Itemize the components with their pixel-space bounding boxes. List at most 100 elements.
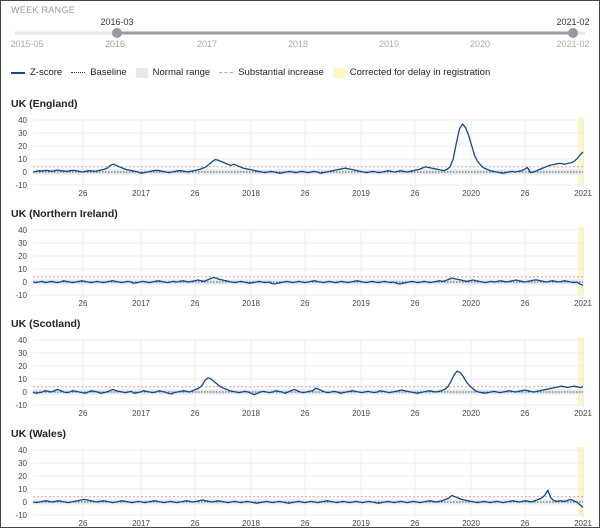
legend-box-swatch	[135, 67, 148, 78]
zscore-line	[32, 276, 584, 286]
corrected-region	[578, 447, 584, 515]
corrected-region	[578, 227, 584, 295]
y-tick-label: 0	[23, 498, 28, 507]
panel-title-northern-ireland: UK (Northern Ireland)	[11, 208, 118, 220]
legend-dotted-swatch	[71, 72, 86, 73]
slider-end-value: 2021-02	[556, 17, 589, 27]
zscore-line	[32, 489, 584, 508]
x-tick-label: 2020	[462, 519, 480, 527]
slider-tick-label: 2020	[470, 39, 490, 49]
chart-legend: Z-score Baseline Normal range Substantia…	[11, 67, 499, 78]
zscore-line	[32, 370, 584, 396]
x-tick-label: 2021	[574, 409, 592, 417]
x-tick-label: 2018	[242, 519, 260, 527]
slider-start-handle[interactable]	[112, 28, 122, 38]
x-tick-label: 2017	[132, 409, 150, 417]
x-tick-label: 2021	[574, 519, 592, 527]
panel-title-england: UK (England)	[11, 98, 78, 110]
x-tick-label: 2019	[352, 299, 370, 307]
y-tick-label: 0	[23, 388, 28, 397]
week-range-label: WEEK RANGE	[11, 5, 76, 15]
slider-tick-label: 2019	[379, 39, 399, 49]
y-tick-label: 10	[18, 265, 27, 274]
x-tick-label: 2020	[462, 189, 480, 197]
y-tick-label: -10	[15, 511, 27, 520]
y-tick-label: 20	[18, 472, 27, 481]
x-tick-label: 26	[191, 299, 200, 307]
y-tick-label: 30	[18, 129, 27, 138]
slider-tick-label: 2018	[288, 39, 308, 49]
y-tick-label: 30	[18, 239, 27, 248]
x-tick-label: 2017	[132, 299, 150, 307]
x-tick-label: 26	[301, 189, 310, 197]
y-tick-label: 30	[18, 459, 27, 468]
panel-title-wales: UK (Wales)	[11, 428, 67, 440]
chart-scotland: -10 0 10 20 30 40 26 2017 26 2018 26 2019 26 2020 26 20…	[15, 336, 592, 417]
x-tick-label: 26	[191, 189, 200, 197]
x-tick-label: 2019	[352, 409, 370, 417]
x-tick-label: 2020	[462, 409, 480, 417]
chart-england: -10 0 10 20 30 40 26 2017 26 2018 26 2019 26 2020 26 20…	[15, 116, 592, 197]
legend-normal-range[interactable]: Normal range	[135, 67, 210, 78]
y-tick-label: 40	[18, 226, 27, 235]
y-tick-label: 40	[18, 446, 27, 455]
y-tick-label: 0	[23, 168, 28, 177]
y-tick-label: 10	[18, 375, 27, 384]
x-tick-label: 2019	[352, 189, 370, 197]
x-tick-label: 26	[301, 409, 310, 417]
week-range-slider[interactable]: 2016-03 2021-02 2015-05 2016 2017 2018 2…	[1, 15, 600, 55]
slider-min-label: 2015-05	[10, 39, 43, 49]
x-tick-label: 26	[521, 519, 530, 527]
legend-line-swatch	[11, 71, 25, 74]
x-tick-label: 26	[79, 299, 88, 307]
x-tick-label: 26	[79, 519, 88, 527]
x-tick-label: 26	[301, 519, 310, 527]
corrected-region	[578, 337, 584, 405]
x-tick-label: 2021	[574, 299, 592, 307]
y-tick-label: 40	[18, 336, 27, 345]
x-tick-label: 26	[521, 409, 530, 417]
x-tick-label: 2018	[242, 299, 260, 307]
legend-highlight-swatch	[332, 67, 345, 78]
x-tick-label: 2019	[352, 519, 370, 527]
x-tick-label: 26	[411, 189, 420, 197]
x-tick-label: 26	[79, 409, 88, 417]
y-tick-label: -10	[15, 181, 27, 190]
corrected-region	[578, 117, 584, 185]
y-tick-label: -10	[15, 291, 27, 300]
x-tick-label: 2018	[242, 409, 260, 417]
x-tick-label: 26	[79, 189, 88, 197]
legend-baseline[interactable]: Baseline	[71, 67, 127, 78]
legend-zscore[interactable]: Z-score	[11, 67, 62, 78]
chart-wales: -10 0 10 20 30 40 26 2017 26 2018 26 2019 26 2020 26 20…	[15, 446, 592, 527]
chart-northern-ireland: -10 0 10 20 30 40 26 2017 26 2018 26 2019 26 2020 26 20…	[15, 226, 592, 307]
slider-end-handle[interactable]	[568, 28, 578, 38]
x-tick-label: 2017	[132, 519, 150, 527]
y-tick-label: 20	[18, 252, 27, 261]
x-tick-label: 26	[411, 519, 420, 527]
panel-title-scotland: UK (Scotland)	[11, 318, 81, 330]
x-tick-label: 26	[191, 409, 200, 417]
x-tick-label: 26	[191, 519, 200, 527]
y-tick-label: 20	[18, 362, 27, 371]
y-tick-label: 40	[18, 116, 27, 125]
slider-max-label: 2021-02	[556, 39, 589, 49]
x-tick-label: 2020	[462, 299, 480, 307]
x-tick-label: 2017	[132, 189, 150, 197]
y-tick-label: -10	[15, 401, 27, 410]
x-tick-label: 26	[301, 299, 310, 307]
legend-substantial-increase[interactable]: Substantial increase	[219, 67, 324, 78]
y-tick-label: 30	[18, 349, 27, 358]
legend-corrected[interactable]: Corrected for delay in registration	[332, 67, 490, 78]
slider-tick-label: 2017	[197, 39, 217, 49]
y-tick-label: 10	[18, 155, 27, 164]
x-tick-label: 26	[411, 299, 420, 307]
y-tick-label: 10	[18, 485, 27, 494]
x-tick-label: 2021	[574, 189, 592, 197]
y-tick-label: 0	[23, 278, 28, 287]
x-tick-label: 26	[521, 189, 530, 197]
y-tick-label: 20	[18, 142, 27, 151]
legend-dashed-swatch	[219, 72, 234, 73]
zscore-line	[32, 123, 584, 174]
